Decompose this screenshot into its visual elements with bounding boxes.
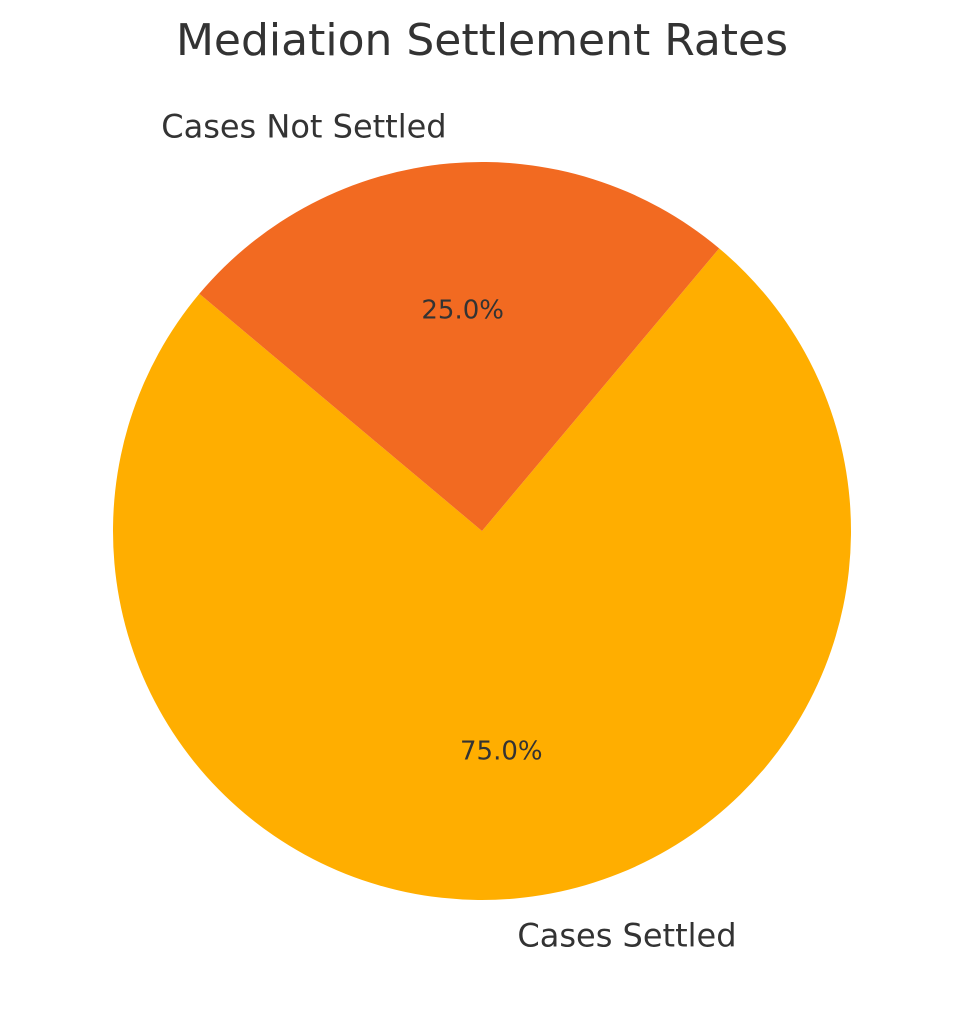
chart-title: Mediation Settlement Rates [176,15,788,66]
pie-labels: Cases Settled 75.0% Cases Not Settled 25.0% [161,108,736,955]
pie-slices [113,162,851,901]
pie-slice-cases-settled [113,248,851,901]
pie-slice-cases-not-settled [199,162,720,531]
percent-label-cases-settled: 75.0% [460,737,543,767]
percent-label-cases-not-settled: 25.0% [421,295,504,325]
slice-label-cases-not-settled: Cases Not Settled [161,108,446,146]
slice-label-cases-settled: Cases Settled [517,916,736,954]
